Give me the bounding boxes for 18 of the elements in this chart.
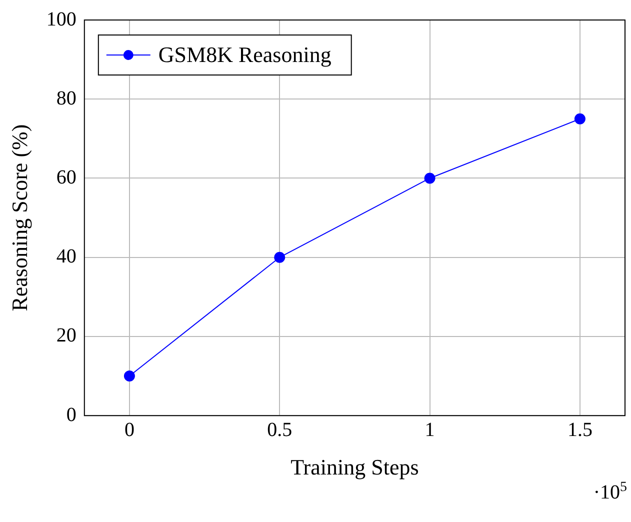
text: ·10$^{5}$: [593, 480, 627, 505]
point: [574, 113, 586, 124]
y-tick-label: 80: [56, 87, 76, 110]
x-tick-label: 1.5: [567, 418, 592, 441]
y-tick-label: 0: [66, 404, 76, 426]
point: [424, 172, 436, 184]
y-tick-label: 20: [56, 324, 76, 347]
point: [124, 370, 135, 382]
legend-label: GSM8K Reasoning: [158, 42, 332, 67]
x-axis-title: Training Steps: [290, 454, 419, 480]
y-tick-label: 40: [56, 246, 76, 268]
x-tick-label: 1: [424, 418, 435, 441]
y-tick-label: 100: [46, 8, 76, 30]
x-tick-label: 0: [124, 418, 134, 441]
y-tick-label: 60: [56, 166, 76, 188]
point: [274, 252, 286, 263]
x-tick-label: 0.5: [267, 418, 292, 441]
y-axis-title: Reasoning Score (%): [6, 124, 32, 312]
